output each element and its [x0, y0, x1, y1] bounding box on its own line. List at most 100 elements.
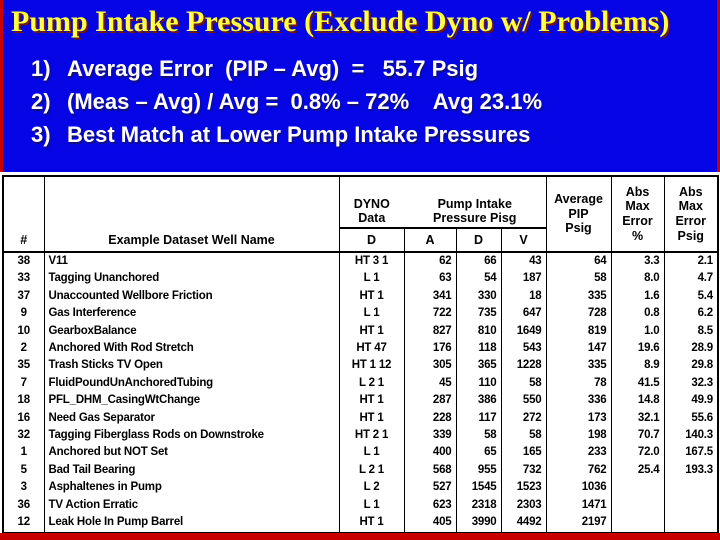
table-row: 38 V11 HT 3 1 62 66 43 64 3.3 2.1 — [2, 252, 719, 271]
title-banner: Pump Intake Pressure (Exclude Dyno w/ Pr… — [0, 0, 720, 172]
table-cell: 287 — [403, 392, 457, 410]
table-cell: 10 — [2, 322, 45, 341]
table-cell: 3.3 — [610, 252, 665, 271]
table-row: 7 FluidPoundUnAnchoredTubing L 2 1 45 110 58 7… — [2, 374, 719, 393]
table-cell: 5.4 — [663, 287, 719, 306]
table-cell: 543 — [500, 340, 547, 358]
table-cell: 193.3 — [663, 461, 719, 480]
table-row: 37 Unaccounted Wellbore Friction HT 1 341 33… — [2, 287, 719, 306]
table-cell: 4.7 — [663, 270, 719, 288]
bullet-number: 3) — [31, 122, 51, 147]
table-cell: 722 — [403, 305, 457, 323]
table-cell: 32.3 — [663, 374, 719, 393]
table-cell: 35 — [2, 357, 45, 375]
table-cell: 187 — [500, 270, 547, 288]
header-dyno-data-group: DYNO Data — [338, 175, 404, 229]
table-cell: 32.1 — [610, 409, 665, 428]
table-cell: 228 — [403, 409, 457, 428]
table-cell: Need Gas Separator — [43, 409, 340, 428]
table-cell: 118 — [455, 340, 502, 358]
table-cell: 58 — [500, 427, 547, 445]
table-cell: 12 — [2, 514, 45, 533]
table-cell: 1471 — [545, 496, 612, 515]
table-cell: 2 — [2, 340, 45, 358]
table-cell: HT 3 1 — [338, 252, 405, 271]
header-abs-max-error-pct: Abs Max Error % — [610, 175, 665, 253]
table-cell: 173 — [545, 409, 612, 428]
table-row: 5 Bad Tail Bearing L 2 1 568 955 732 762 25.4 19… — [2, 461, 719, 480]
table-cell: Bad Tail Bearing — [43, 461, 340, 480]
table-cell: HT 1 — [338, 409, 405, 428]
table-cell: 405 — [403, 514, 457, 533]
table-cell: GearboxBalance — [43, 322, 340, 341]
table-cell: 1 — [2, 444, 45, 462]
table-cell: 336 — [545, 392, 612, 410]
table-cell: 339 — [403, 427, 457, 445]
table-cell: 65 — [455, 444, 502, 462]
subheader-a: A — [403, 227, 457, 253]
table-cell: 165 — [500, 444, 547, 462]
bullet-item-1: 1) Average Error (PIP – Avg) = 55.7 Psig — [31, 52, 711, 85]
table-cell: 25.4 — [610, 461, 665, 480]
header-abs-max-error-psig: Abs Max Error Psig — [663, 175, 719, 253]
table-cell: Trash Sticks TV Open — [43, 357, 340, 375]
table-cell: Asphaltenes in Pump — [43, 479, 340, 497]
header-average-pip: Average PIP Psig — [545, 175, 612, 253]
table-cell: Anchored With Rod Stretch — [43, 340, 340, 358]
table-row: 3 Asphaltenes in Pump L 2 527 1545 1523 1036 — [2, 479, 719, 497]
table-cell: 58 — [500, 374, 547, 393]
table-cell: 732 — [500, 461, 547, 480]
bullet-text: Average Error (PIP – Avg) = 55.7 Psig — [67, 56, 479, 81]
table-cell: TV Action Erratic — [43, 496, 340, 515]
table-cell: 7 — [2, 374, 45, 393]
table-row: 12 Leak Hole In Pump Barrel HT 1 405 3990 449… — [2, 514, 719, 533]
table-cell — [663, 514, 719, 533]
table-cell: 32 — [2, 427, 45, 445]
table-row: 35 Trash Sticks TV Open HT 1 12 305 365 1228 3… — [2, 357, 719, 375]
table-cell — [610, 479, 665, 497]
header-number: # — [2, 175, 45, 253]
table-cell: 2197 — [545, 514, 612, 533]
table-cell: 16 — [2, 409, 45, 428]
table-cell: 1.0 — [610, 322, 665, 341]
table-cell: 18 — [2, 392, 45, 410]
table-cell: 43 — [500, 252, 547, 271]
table-cell: 37 — [2, 287, 45, 306]
table-cell: 19.6 — [610, 340, 665, 358]
table-cell: 78 — [545, 374, 612, 393]
table-cell: 400 — [403, 444, 457, 462]
table-cell: 341 — [403, 287, 457, 306]
bullet-item-2: 2) (Meas – Avg) / Avg = 0.8% – 72% Avg 23… — [31, 85, 711, 118]
table-cell: 335 — [545, 357, 612, 375]
table-cell: 8.0 — [610, 270, 665, 288]
table-cell: 735 — [455, 305, 502, 323]
table-cell: 49.9 — [663, 392, 719, 410]
table-cell: L 1 — [338, 270, 405, 288]
table-cell: 18 — [500, 287, 547, 306]
table-cell: 70.7 — [610, 427, 665, 445]
table-row: 9 Gas Interference L 1 722 735 647 728 0.8 6.2 — [2, 305, 719, 323]
table-cell: 335 — [545, 287, 612, 306]
table-cell: 36 — [2, 496, 45, 515]
bullet-text: Best Match at Lower Pump Intake Pressure… — [67, 122, 531, 147]
table-cell: 55.6 — [663, 409, 719, 428]
table-cell: 2318 — [455, 496, 502, 515]
table-cell: HT 1 — [338, 287, 405, 306]
table-cell: 8.5 — [663, 322, 719, 341]
table-cell: L 2 1 — [338, 374, 405, 393]
table-row: 32 Tagging Fiberglass Rods on Downstroke H… — [2, 427, 719, 445]
table-cell: 63 — [403, 270, 457, 288]
bullet-item-3: 3) Best Match at Lower Pump Intake Pressu… — [31, 118, 711, 151]
header-well-name: Example Dataset Well Name — [43, 175, 340, 253]
table-cell: Tagging Unanchored — [43, 270, 340, 288]
header-pump-intake-group: Pump Intake Pressure Pisg — [404, 175, 547, 229]
table-cell: 9 — [2, 305, 45, 323]
table-cell: 623 — [403, 496, 457, 515]
table-cell: Gas Interference — [43, 305, 340, 323]
table-cell: 728 — [545, 305, 612, 323]
table-cell — [663, 479, 719, 497]
table-cell: 29.8 — [663, 357, 719, 375]
table-cell: 2303 — [500, 496, 547, 515]
table-cell: 110 — [455, 374, 502, 393]
table-cell: 2.1 — [663, 252, 719, 271]
